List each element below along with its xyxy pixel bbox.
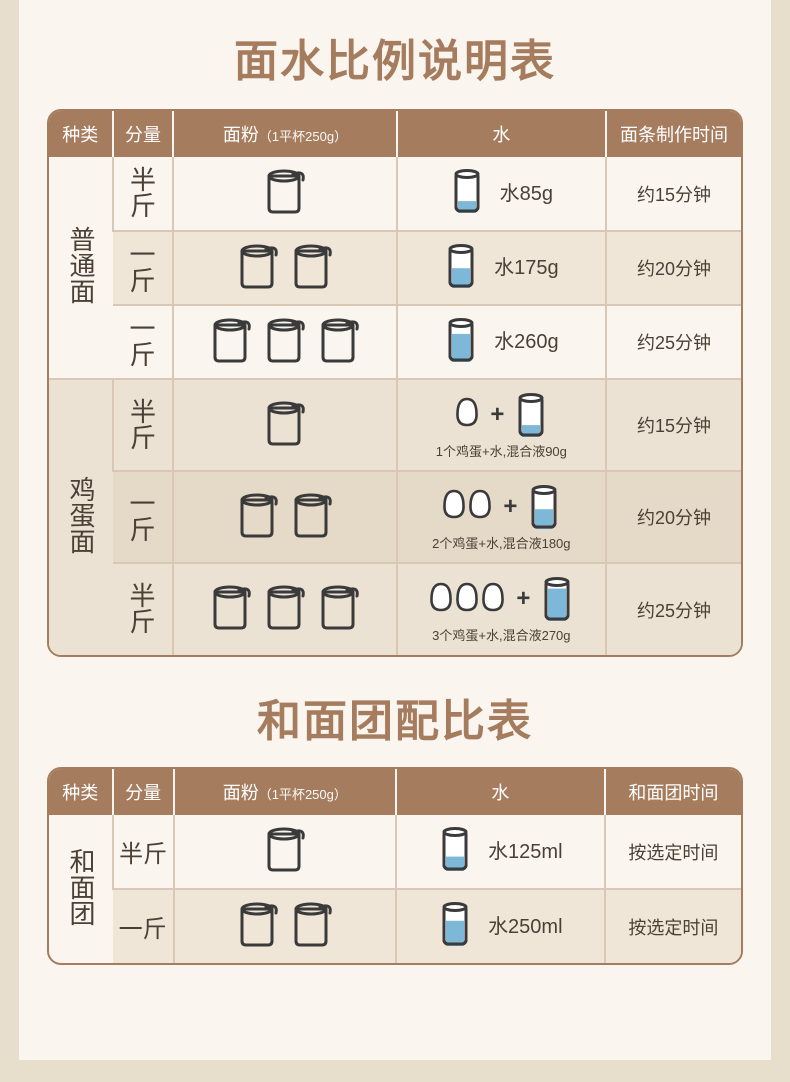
water-cell: 水260g	[397, 305, 606, 379]
th-water: 水	[397, 111, 606, 157]
egg-icon	[454, 579, 480, 615]
time-cell: 约25分钟	[606, 305, 741, 379]
water-cell: + 2个鸡蛋+水,混合液180g	[397, 471, 606, 563]
amount-cell: 半斤	[113, 563, 174, 655]
cup-icon	[261, 398, 309, 448]
water-cup-icon	[540, 575, 574, 623]
th-type: 种类	[49, 769, 113, 815]
th-time: 面条制作时间	[606, 111, 741, 157]
water-cell: 水125ml	[396, 815, 605, 889]
water-cell: + 3个鸡蛋+水,混合液270g	[397, 563, 606, 655]
th-time: 和面团时间	[605, 769, 741, 815]
cup-icon	[234, 490, 282, 540]
water-cup-icon	[527, 483, 561, 531]
time-cell: 按选定时间	[605, 815, 741, 889]
th-type: 种类	[49, 111, 113, 157]
cup-icon	[261, 582, 309, 632]
title-1: 面水比例说明表	[47, 25, 743, 89]
table-header-row: 种类 分量 面粉（1平杯250g） 水 和面团时间	[49, 769, 741, 815]
flour-cell	[173, 157, 396, 231]
flour-cell	[173, 563, 396, 655]
title-2: 和面团配比表	[47, 685, 743, 749]
cup-icon	[261, 824, 309, 874]
flour-cell	[173, 231, 396, 305]
cup-icon	[234, 241, 282, 291]
egg-icon	[428, 579, 454, 615]
amount-cell: 半斤	[113, 815, 174, 889]
table-row: 半斤 + 3个鸡蛋+水,混合液270g 约25分钟	[49, 563, 741, 655]
water-cup-icon	[450, 167, 484, 215]
cup-icon	[207, 582, 255, 632]
time-cell: 按选定时间	[605, 889, 741, 963]
dough-table: 种类 分量 面粉（1平杯250g） 水 和面团时间 和面团 半斤 水125ml …	[47, 767, 743, 965]
cup-icon	[288, 241, 336, 291]
th-amount: 分量	[113, 769, 174, 815]
cup-icon	[315, 315, 363, 365]
cup-icon	[207, 315, 255, 365]
cup-icon	[288, 490, 336, 540]
time-cell: 约25分钟	[606, 563, 741, 655]
type-cell-dough: 和面团	[49, 815, 113, 963]
amount-cell: 一斤	[113, 305, 174, 379]
flour-cell	[174, 815, 396, 889]
flour-cell	[173, 305, 396, 379]
egg-icon	[454, 394, 480, 430]
egg-icon	[467, 486, 493, 522]
th-flour: 面粉（1平杯250g）	[174, 769, 396, 815]
table-row: 鸡蛋面 半斤 + 1个鸡蛋+水,混合液90g 约15分钟	[49, 379, 741, 471]
type-cell-plain: 普通面	[49, 157, 113, 379]
flour-cell	[173, 471, 396, 563]
amount-cell: 一斤	[113, 471, 174, 563]
water-cell: 水85g	[397, 157, 606, 231]
time-cell: 约15分钟	[606, 379, 741, 471]
cup-icon	[261, 315, 309, 365]
table-header-row: 种类 分量 面粉（1平杯250g） 水 面条制作时间	[49, 111, 741, 157]
cup-icon	[234, 899, 282, 949]
ratio-table: 种类 分量 面粉（1平杯250g） 水 面条制作时间 普通面 半斤 水85g 约…	[47, 109, 743, 657]
water-cup-icon	[438, 825, 472, 873]
amount-cell: 半斤	[113, 379, 174, 471]
table-row: 一斤 水175g 约20分钟	[49, 231, 741, 305]
type-cell-egg: 鸡蛋面	[49, 379, 113, 655]
water-cup-icon	[444, 242, 478, 290]
cup-icon	[288, 899, 336, 949]
flour-cell	[173, 379, 396, 471]
table-row: 一斤 水260g 约25分钟	[49, 305, 741, 379]
table-row: 普通面 半斤 水85g 约15分钟	[49, 157, 741, 231]
th-flour: 面粉（1平杯250g）	[173, 111, 396, 157]
cup-icon	[315, 582, 363, 632]
table-row: 和面团 半斤 水125ml 按选定时间	[49, 815, 741, 889]
table-row: 一斤 水250ml 按选定时间	[49, 889, 741, 963]
cup-icon	[261, 166, 309, 216]
flour-cell	[174, 889, 396, 963]
water-cell: + 1个鸡蛋+水,混合液90g	[397, 379, 606, 471]
time-cell: 约20分钟	[606, 471, 741, 563]
th-amount: 分量	[113, 111, 174, 157]
egg-icon	[441, 486, 467, 522]
table-row: 一斤 + 2个鸡蛋+水,混合液180g 约20分钟	[49, 471, 741, 563]
th-water: 水	[396, 769, 605, 815]
time-cell: 约20分钟	[606, 231, 741, 305]
amount-cell: 半斤	[113, 157, 174, 231]
amount-cell: 一斤	[113, 231, 174, 305]
water-cup-icon	[438, 900, 472, 948]
water-cup-icon	[444, 316, 478, 364]
water-cell: 水175g	[397, 231, 606, 305]
time-cell: 约15分钟	[606, 157, 741, 231]
egg-icon	[480, 579, 506, 615]
water-cup-icon	[514, 391, 548, 439]
amount-cell: 一斤	[113, 889, 174, 963]
water-cell: 水250ml	[396, 889, 605, 963]
